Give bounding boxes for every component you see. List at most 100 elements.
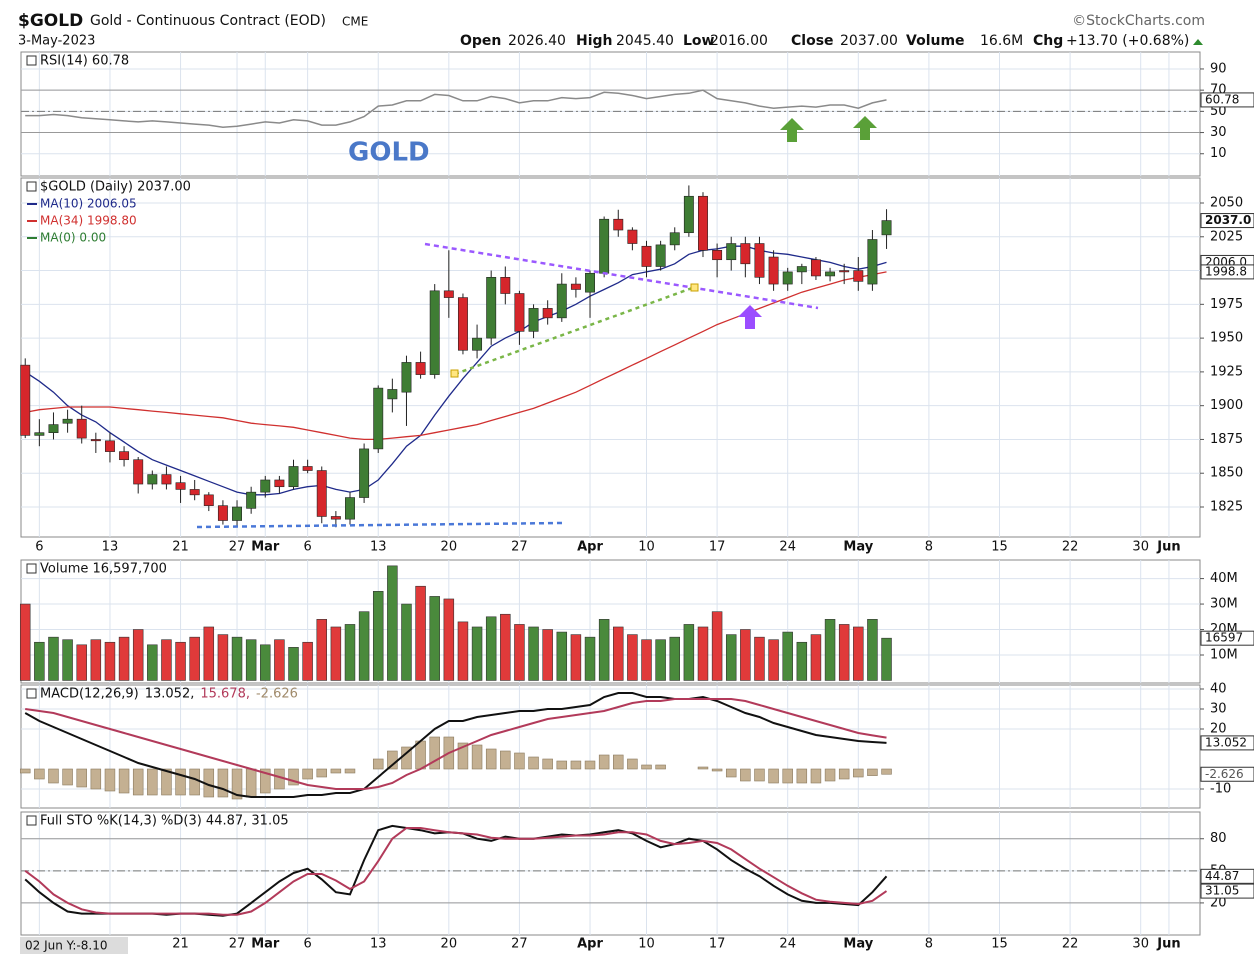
- stat-label: Open: [460, 33, 501, 49]
- volume-bar: [641, 639, 652, 681]
- volume-bar: [34, 641, 45, 681]
- candle-body: [246, 491, 257, 509]
- x-tick-label: 27: [511, 540, 528, 555]
- candle-body: [655, 244, 666, 267]
- trend-line: [196, 521, 563, 529]
- candle-body: [119, 451, 130, 461]
- candle-body: [217, 505, 228, 521]
- volume-bar: [598, 619, 610, 681]
- volume-bar: [274, 639, 285, 681]
- candle-body: [345, 497, 355, 520]
- histogram-bar: [316, 768, 327, 778]
- histogram-bar: [768, 768, 779, 784]
- candle-body: [330, 516, 341, 520]
- histogram-bar: [330, 768, 342, 774]
- volume-bar: [118, 636, 130, 681]
- candle-body: [627, 229, 638, 244]
- candle-body: [810, 259, 821, 277]
- legend-label: MA(34) 1998.80: [40, 214, 137, 228]
- volume-bar: [853, 626, 864, 681]
- volume-bar: [613, 626, 624, 681]
- x-tick-label: 21: [172, 540, 189, 555]
- x-tick-label: 13: [370, 937, 387, 952]
- x-tick-label: 24: [779, 937, 796, 952]
- histogram-bar: [344, 768, 356, 774]
- candle-body: [585, 272, 595, 293]
- legend-icon: [26, 688, 37, 699]
- legend-icon: [26, 181, 37, 192]
- volume-bar: [768, 639, 779, 681]
- y-tick-label: 2050: [1210, 195, 1243, 210]
- histogram-bar: [302, 768, 313, 780]
- y-tick-label: 1850: [1210, 466, 1243, 481]
- x-tick-label: Jun: [1156, 540, 1180, 555]
- x-tick-label: May: [843, 540, 873, 555]
- volume-bar: [655, 639, 666, 681]
- volume-bar: [697, 626, 709, 681]
- stat-label: High: [576, 33, 613, 49]
- stat-label: Low: [683, 33, 715, 49]
- histogram-bar: [853, 768, 864, 778]
- y-tick-label: 30: [1210, 702, 1227, 717]
- line: [25, 698, 887, 790]
- stat-value: +13.70 (+0.68%): [1066, 33, 1189, 49]
- histogram-bar: [542, 758, 553, 770]
- x-tick-label: 10: [638, 540, 655, 555]
- x-tick-label: 22: [1062, 540, 1079, 555]
- candle-body: [528, 308, 539, 332]
- volume-bar: [147, 644, 158, 681]
- stat-label: Chg: [1033, 33, 1063, 49]
- volume-bar: [90, 639, 102, 681]
- volume-bar: [62, 639, 73, 681]
- value-box-label: 13.052: [1205, 735, 1247, 749]
- x-tick-label: 6: [303, 937, 311, 952]
- arrow: [738, 305, 762, 329]
- y-tick-label: 30: [1210, 125, 1227, 140]
- y-tick-label: 40M: [1210, 571, 1238, 586]
- value-box: [1200, 92, 1254, 108]
- y-tick-label: 1875: [1210, 432, 1243, 447]
- value-box-label: 2037.0: [1205, 213, 1251, 227]
- histogram-bar: [655, 764, 666, 770]
- volume-bar: [132, 629, 144, 681]
- histogram-bar: [429, 736, 440, 770]
- volume-bar: [260, 644, 271, 681]
- stat-value: 2026.40: [508, 33, 566, 49]
- volume-bar: [810, 634, 822, 681]
- legend-icon: [26, 55, 37, 66]
- histogram-bar: [556, 760, 568, 770]
- stat-value: 2016.00: [710, 33, 768, 49]
- candle-body: [34, 432, 45, 436]
- histogram-bar: [161, 768, 172, 796]
- volume-bar: [245, 639, 257, 681]
- volume-bar: [867, 619, 878, 681]
- stat-label: Volume: [906, 33, 965, 49]
- candle-body: [500, 277, 511, 294]
- candle-body: [782, 271, 793, 285]
- candle-body: [401, 362, 412, 393]
- volume-bar: [358, 611, 370, 681]
- candle-body: [76, 418, 87, 439]
- candle-body: [260, 479, 271, 493]
- histogram-bar: [19, 768, 31, 774]
- histogram-bar: [457, 742, 469, 770]
- value-box: [1200, 213, 1254, 229]
- x-tick-label: 8: [925, 540, 933, 555]
- x-tick-label: 21: [172, 937, 189, 952]
- volume-bar: [542, 629, 553, 681]
- x-tick-label: 13: [370, 540, 387, 555]
- x-tick-label: Jun: [1156, 937, 1180, 952]
- stat-value: 16.6M: [980, 33, 1023, 49]
- panel-title: $GOLD (Daily) 2037.00: [40, 180, 191, 195]
- y-tick-label: 80: [1210, 831, 1227, 846]
- volume-bar: [175, 641, 186, 681]
- histogram-bar: [881, 768, 892, 775]
- volume-bar: [429, 596, 440, 681]
- histogram-bar: [62, 768, 73, 786]
- histogram-bar: [189, 768, 200, 796]
- volume-bar: [48, 636, 59, 681]
- value-box-label: -2.626: [1205, 767, 1244, 781]
- candle-body: [669, 232, 680, 246]
- y-tick-label: 10: [1210, 146, 1227, 161]
